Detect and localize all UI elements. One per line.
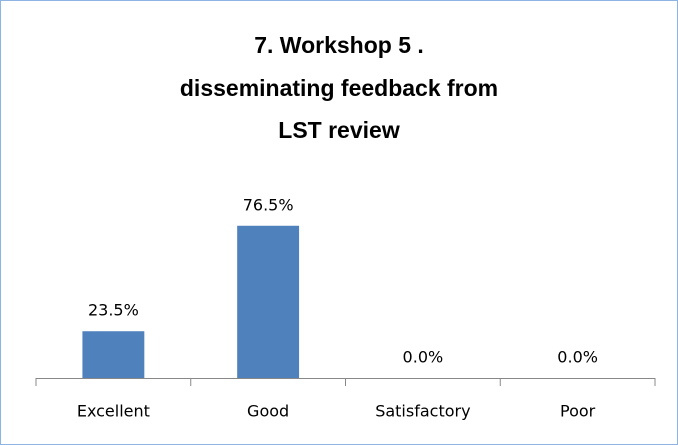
- x-tick-label: Poor: [560, 402, 596, 421]
- data-label: 0.0%: [403, 348, 444, 367]
- chart-title: 7. Workshop 5 .: [254, 32, 424, 58]
- chart-title: LST review: [278, 117, 400, 143]
- data-label: 76.5%: [243, 195, 294, 214]
- data-label: 0.0%: [557, 348, 598, 367]
- chart-title: disseminating feedback from: [180, 75, 498, 101]
- x-tick-label: Satisfactory: [375, 402, 470, 421]
- data-label: 23.5%: [88, 301, 139, 320]
- x-tick-label: Good: [247, 402, 289, 421]
- bar: [82, 331, 145, 378]
- bar: [237, 225, 300, 378]
- x-tick-label: Excellent: [77, 402, 150, 421]
